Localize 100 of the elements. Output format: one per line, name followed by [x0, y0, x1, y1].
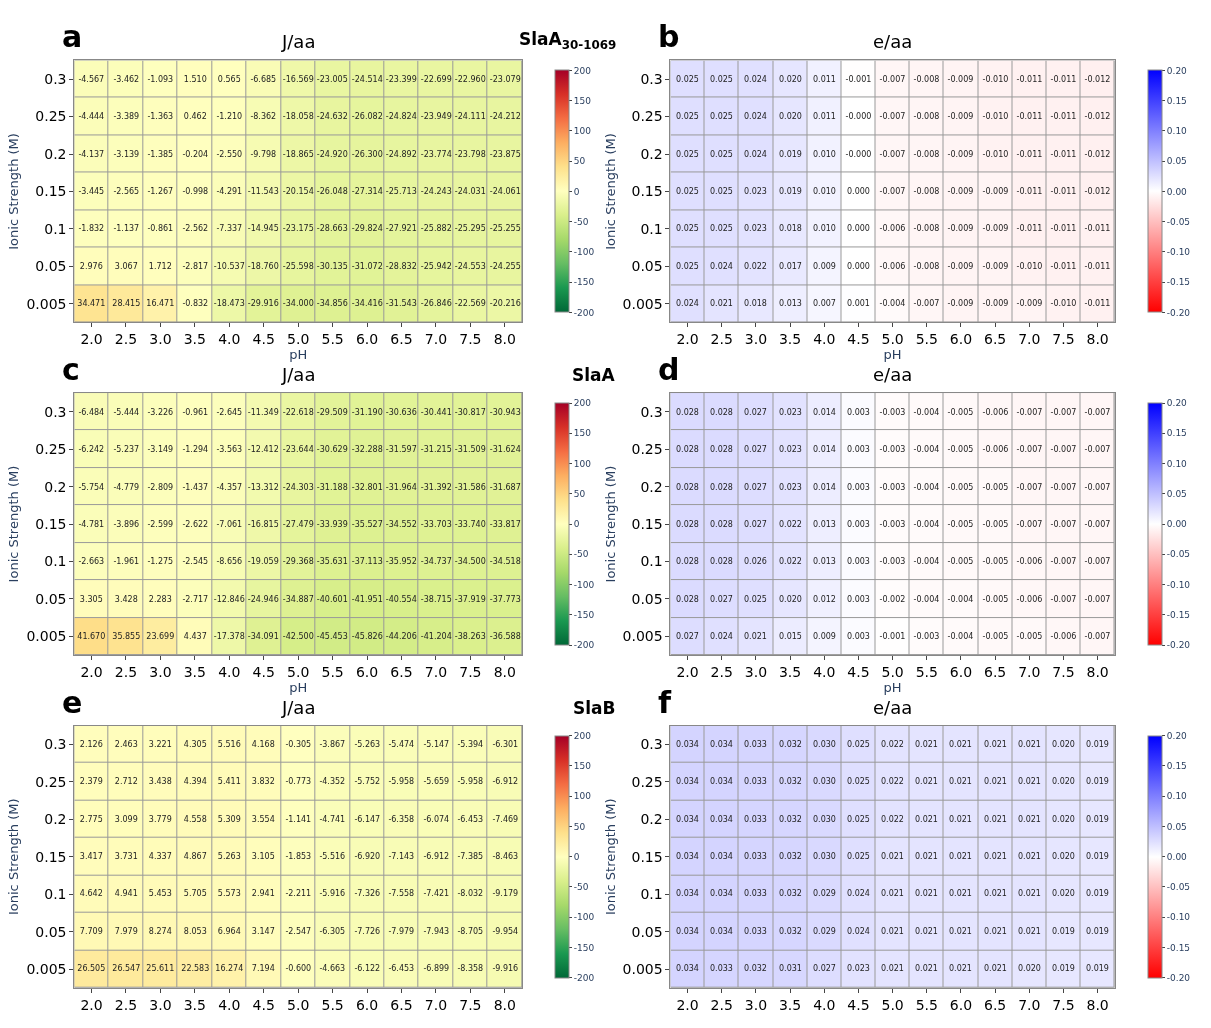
data-label: 5.705: [183, 889, 207, 899]
data-label: -0.009: [947, 187, 974, 197]
x-axis-title: pH: [883, 347, 902, 363]
y-tick-label: 0.15: [631, 848, 663, 865]
data-label: -33.939: [316, 519, 348, 529]
data-label: 7.709: [79, 927, 103, 937]
data-label: -2.645: [216, 407, 243, 417]
data-label: -30.135: [316, 262, 348, 272]
data-label: -0.011: [1016, 150, 1043, 160]
data-label: 0.021: [949, 964, 972, 974]
data-label: 0.020: [1052, 889, 1075, 899]
data-label: -0.007: [1016, 407, 1043, 417]
data-label: -0.003: [879, 407, 906, 417]
data-label: 0.025: [847, 852, 870, 862]
data-label: -4.444: [78, 112, 105, 122]
x-tick-label: 4.5: [252, 331, 275, 348]
data-label: -0.012: [1084, 187, 1111, 197]
data-label: -23.875: [489, 150, 521, 160]
data-label: -34.000: [282, 299, 314, 309]
data-label: 0.003: [847, 594, 870, 604]
data-label: -2.547: [285, 927, 312, 937]
data-label: 0.033: [744, 927, 767, 937]
data-label: 0.019: [1086, 927, 1109, 937]
y-tick-label: 0.005: [622, 628, 663, 645]
data-label: -12.846: [213, 594, 245, 604]
text: SlaA$_{30-1069}$: [519, 29, 617, 52]
data-label: 0.027: [744, 407, 767, 417]
color-bar-label: -50: [573, 882, 589, 893]
x-tick-label: 7.5: [459, 663, 482, 680]
x-tick-label: 2.5: [114, 996, 138, 1013]
y-tick-label: 0.2: [640, 478, 663, 495]
data-label: -3.563: [216, 444, 243, 454]
y-tick-label: 0.3: [44, 403, 67, 420]
data-label: 0.021: [949, 777, 972, 787]
data-label: -0.009: [947, 299, 974, 309]
data-label: -41.951: [351, 594, 383, 604]
x-tick-label: 8.0: [493, 331, 516, 348]
data-label: -0.003: [879, 444, 906, 454]
x-tick-label: 2.5: [710, 663, 733, 680]
data-label: -0.007: [1016, 482, 1043, 492]
data-label: 0.034: [676, 964, 699, 974]
x-tick-label: 4.0: [813, 663, 836, 680]
x-tick-label: 7.0: [424, 663, 448, 680]
x-tick-label: 7.0: [424, 331, 448, 348]
data-label: -41.204: [420, 631, 452, 641]
data-label: -42.500: [282, 631, 314, 641]
x-tick-label: 2.0: [80, 331, 103, 348]
data-label: 0.032: [779, 740, 802, 750]
color-bar-label: 0.00: [1166, 851, 1188, 862]
color-bar-label: 50: [573, 821, 586, 832]
data-label: -0.008: [913, 75, 940, 85]
data-label: 0.030: [813, 740, 836, 750]
data-label: -30.441: [420, 407, 452, 417]
data-label: -9.916: [492, 964, 519, 974]
data-label: 0.013: [779, 299, 802, 309]
y-tick-label: 0.25: [631, 441, 663, 458]
data-label: 0.012: [813, 594, 836, 604]
color-bar-label: -0.20: [1166, 972, 1191, 983]
data-label: 16.274: [215, 964, 244, 974]
y-tick-label: 0.3: [640, 736, 663, 753]
data-label: -8.032: [457, 889, 484, 899]
data-label: -0.007: [879, 187, 906, 197]
data-label: 0.003: [847, 482, 870, 492]
data-label: 0.028: [676, 594, 699, 604]
x-tick-label: 7.5: [1052, 331, 1075, 348]
y-axis-title: Ionic Strength (M): [602, 465, 618, 583]
data-label: -0.004: [913, 519, 940, 529]
data-label: -0.003: [879, 556, 906, 566]
data-label: 0.024: [710, 631, 733, 641]
x-tick-label: 5.0: [287, 663, 310, 680]
data-label: -1.093: [147, 75, 174, 85]
data-label: -26.082: [351, 112, 383, 122]
data-label: 0.019: [779, 187, 802, 197]
x-tick-label: 7.0: [1018, 663, 1041, 680]
data-label: -2.211: [285, 889, 312, 899]
color-bar-label: -0.20: [1166, 307, 1191, 318]
data-label: 0.021: [949, 927, 972, 937]
data-label: 0.021: [984, 815, 1007, 825]
data-label: -5.237: [113, 444, 140, 454]
y-tick-label: 0.3: [640, 71, 663, 88]
data-label: -24.632: [316, 112, 348, 122]
color-bar-label: 0.05: [1166, 488, 1187, 499]
data-label: -6.305: [319, 927, 346, 937]
color-bar-label: -100: [573, 579, 595, 590]
data-label: -5.394: [457, 740, 484, 750]
data-label: -4.781: [78, 519, 105, 529]
color-bar-label: 0: [573, 186, 580, 197]
color-bar-label: -50: [573, 216, 589, 227]
data-label: -0.773: [285, 777, 312, 787]
x-tick-label: 4.0: [813, 996, 836, 1013]
data-label: -4.137: [78, 150, 105, 160]
color-bar-label: -0.15: [1166, 609, 1191, 620]
data-label: 2.941: [251, 889, 275, 899]
data-label: -5.958: [457, 777, 484, 787]
data-label: 5.516: [217, 740, 241, 750]
data-label: -3.149: [147, 444, 174, 454]
data-label: -31.215: [420, 444, 452, 454]
data-label: 3.832: [251, 777, 275, 787]
data-label: -8.705: [457, 927, 484, 937]
data-label: 0.021: [915, 889, 938, 899]
